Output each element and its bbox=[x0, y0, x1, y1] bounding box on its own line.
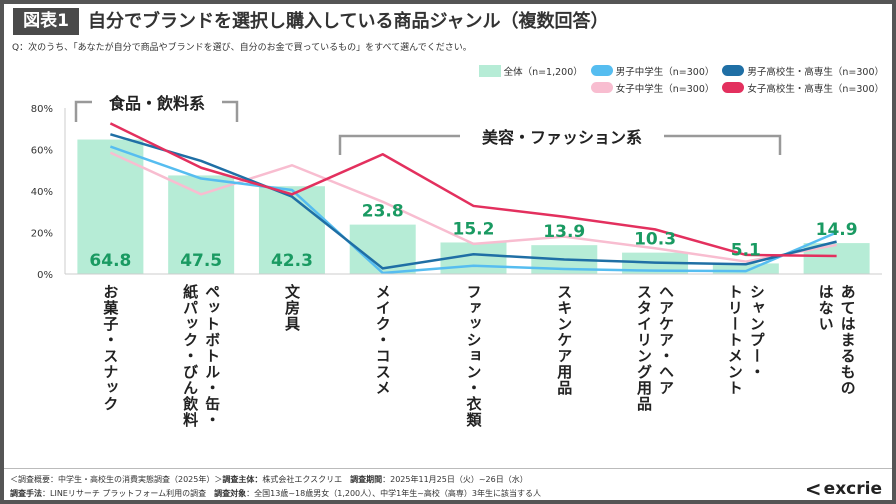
category-label: メイク・コスメ bbox=[373, 284, 392, 396]
y-tick-label: 60% bbox=[31, 146, 53, 157]
bar-total bbox=[712, 263, 779, 274]
y-tick-label: 0% bbox=[37, 270, 53, 281]
bar-data-label: 23.8 bbox=[362, 202, 404, 222]
legend-item-total: 全体（n=1,200） bbox=[478, 64, 583, 78]
line-series-2 bbox=[109, 151, 837, 263]
line-series-0 bbox=[109, 145, 838, 275]
y-tick-label: 40% bbox=[31, 187, 53, 198]
excrie-logo: < excrie bbox=[804, 477, 882, 501]
y-tick-label: 20% bbox=[31, 229, 53, 240]
chart-plot: 0% 20% 40% 60% 80% 64.8 47.5 42.3 23.8 15.2 13.9 10… bbox=[31, 94, 882, 281]
logo-mark-icon: < bbox=[804, 477, 822, 501]
category-label: ヘアケア・ヘア スタイリング用品 bbox=[635, 284, 676, 412]
category-label: ペットボトル・缶・ 紙パック・びん飲料 bbox=[181, 284, 222, 428]
group-label-beauty: 美容・ファッション系 bbox=[482, 128, 642, 147]
legend-swatch bbox=[590, 65, 613, 76]
y-tick-label: 80% bbox=[31, 104, 53, 115]
legend-item-hs-boys: 男子高校生・高専生（n=300） bbox=[722, 64, 884, 78]
chart-title: 自分でブランドを選択し購入している商品ジャンル（複数回答） bbox=[88, 11, 609, 32]
legend-swatch bbox=[722, 82, 745, 93]
bar-data-label: 42.3 bbox=[271, 251, 313, 271]
category-label: 文房具 bbox=[282, 284, 301, 332]
legend-item-hs-girls: 女子高校生・高専生（n=300） bbox=[722, 81, 884, 95]
group-bracket-beauty: 美容・ファッション系 bbox=[338, 128, 782, 155]
legend-swatch bbox=[722, 65, 745, 76]
bar-data-label: 5.1 bbox=[731, 240, 761, 260]
category-label: ファッション・衣類 bbox=[464, 284, 483, 428]
figure-badge: 図表1 bbox=[13, 8, 79, 35]
category-label: お菓子・スナック bbox=[101, 284, 120, 412]
legend-item-jhs-boys: 男子中学生（n=300） bbox=[590, 64, 714, 78]
bar-total bbox=[168, 175, 235, 274]
legend: 全体（n=1,200） 男子中学生（n=300） 男子高校生・高専生（n=300… bbox=[478, 62, 884, 96]
bar-data-label: 47.5 bbox=[180, 251, 222, 271]
bar-data-label: 13.9 bbox=[543, 222, 585, 242]
legend-item-jhs-girls: 女子中学生（n=300） bbox=[590, 81, 714, 95]
survey-overview: ＜調査概要：中学生・高校生の消費実態調査（2025年）＞調査主体：株式会社エクス… bbox=[10, 475, 528, 484]
line-series-3 bbox=[109, 122, 837, 258]
category-label: あてはまるもの はない bbox=[816, 284, 857, 396]
bar-data-label: 10.3 bbox=[634, 230, 676, 250]
group-bracket-food: 食品・飲料系 bbox=[74, 94, 239, 122]
bar-data-label: 14.9 bbox=[816, 220, 858, 240]
footer: ＜調査概要：中学生・高校生の消費実態調査（2025年）＞調査主体：株式会社エクス… bbox=[4, 468, 892, 501]
category-label: スキンケア用品 bbox=[555, 284, 574, 396]
line-series-1 bbox=[110, 133, 837, 270]
survey-question: Q：次のうち、「あなたが自分で商品やブランドを選び、自分のお金で買っているもの」… bbox=[12, 43, 472, 53]
bar-data-label: 64.8 bbox=[89, 251, 131, 271]
legend-swatch bbox=[590, 82, 613, 93]
survey-method: 調査手法：LINEリサーチ プラットフォーム利用の調査 調査対象：全国13歳~1… bbox=[10, 489, 542, 498]
category-label: シャンプー・ トリートメント bbox=[725, 284, 766, 396]
group-label-food: 食品・飲料系 bbox=[108, 94, 205, 113]
bar-total bbox=[258, 186, 325, 274]
bar-data-label: 15.2 bbox=[453, 219, 495, 239]
legend-swatch bbox=[478, 64, 501, 77]
